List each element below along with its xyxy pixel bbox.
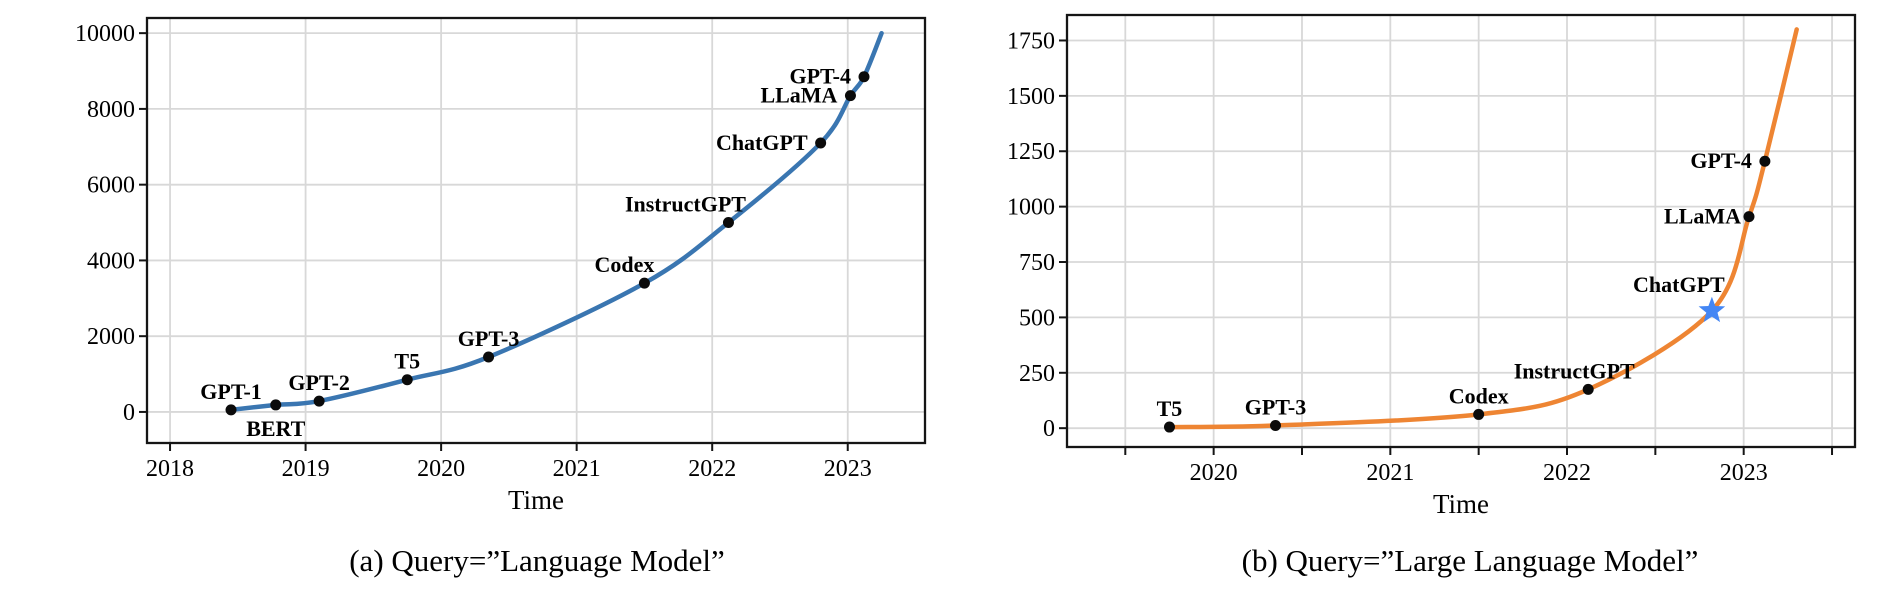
x-axis-label: Time	[508, 485, 564, 515]
point-label-chatgpt: ChatGPT	[716, 130, 808, 155]
y-tick-label: 1000	[1007, 195, 1055, 221]
point-marker-gpt-4	[1759, 155, 1771, 167]
plot-border	[145, 16, 927, 445]
x-tick-label: 2020	[417, 456, 465, 482]
x-tick-label: 2021	[1366, 460, 1414, 486]
point-marker-llama	[844, 90, 856, 102]
chart-a-language-model: 2018 2019 2020 2021 2022 2023 0 2000 4000 6000 800…	[75, 16, 927, 515]
point-marker-bert	[270, 399, 282, 411]
point-label-llama: LLaMA	[760, 83, 837, 108]
point-marker-gpt-2	[313, 395, 325, 407]
point-marker-gpt-1	[225, 404, 237, 416]
y-tick-label: 2000	[87, 324, 135, 350]
point-marker-gpt-3	[1269, 420, 1281, 432]
x-tick-label: 2023	[1720, 460, 1768, 486]
point-label-llama: LLaMA	[1664, 204, 1741, 229]
point-label-chatgpt: ChatGPT	[1633, 272, 1725, 297]
y-tick-label: 500	[1019, 305, 1055, 331]
y-tick-label: 4000	[87, 248, 135, 274]
x-tick-label: 2019	[282, 456, 330, 482]
point-marker-codex	[638, 277, 650, 289]
y-tick-label: 750	[1019, 250, 1055, 276]
y-tick-label: 10000	[75, 21, 135, 47]
point-label-gpt-2: GPT-2	[288, 370, 350, 395]
y-tick-label: 1500	[1007, 84, 1055, 110]
point-label-gpt-4: GPT-4	[789, 64, 851, 89]
caption-b: (b) Query=”Large Language Model”	[1241, 543, 1699, 578]
plot-border	[1065, 13, 1857, 449]
point-marker-instructgpt	[1582, 383, 1594, 395]
point-marker-t5	[1163, 421, 1175, 433]
x-tick-label: 2022	[1543, 460, 1591, 486]
point-marker-t5	[401, 374, 413, 386]
chart-b-large-language-model: 2020 2021 2022 2023 0 250 500 750 1000 1250 1500 17…	[1007, 13, 1857, 519]
point-label-instructgpt: InstructGPT	[1514, 358, 1635, 383]
y-tick-label: 6000	[87, 173, 135, 199]
point-marker-gpt-3	[483, 351, 495, 363]
x-tick-label: 2020	[1190, 460, 1238, 486]
point-star-chatgpt	[1698, 296, 1726, 323]
point-label-gpt-3: GPT-3	[1245, 395, 1307, 420]
point-label-t5: T5	[1157, 396, 1183, 421]
y-tick-label: 8000	[87, 97, 135, 123]
point-label-gpt-1: GPT-1	[200, 379, 262, 404]
y-tick-label: 1250	[1007, 139, 1055, 165]
point-marker-gpt-4	[858, 71, 870, 83]
trend-curve	[1167, 27, 1799, 430]
point-marker-codex	[1473, 408, 1485, 420]
point-marker-instructgpt	[722, 217, 734, 229]
x-tick-label: 2022	[688, 456, 736, 482]
x-axis-label: Time	[1433, 489, 1489, 519]
point-marker-llama	[1743, 211, 1755, 223]
y-tick-label: 0	[123, 400, 135, 426]
caption-a: (a) Query=”Language Model”	[349, 543, 725, 578]
point-label-bert: BERT	[246, 416, 305, 441]
point-label-t5: T5	[394, 349, 420, 374]
point-label-instructgpt: InstructGPT	[625, 192, 746, 217]
point-marker-chatgpt	[815, 137, 827, 149]
x-tick-label: 2021	[553, 456, 601, 482]
y-tick-label: 250	[1019, 361, 1055, 387]
x-tick-label: 2023	[824, 456, 872, 482]
y-tick-label: 1750	[1007, 28, 1055, 54]
y-tick-label: 0	[1043, 416, 1055, 442]
point-label-gpt-3: GPT-3	[458, 326, 520, 351]
point-label-codex: Codex	[594, 252, 654, 277]
point-label-gpt-4: GPT-4	[1690, 148, 1752, 173]
point-label-codex: Codex	[1449, 383, 1509, 408]
x-tick-label: 2018	[146, 456, 194, 482]
